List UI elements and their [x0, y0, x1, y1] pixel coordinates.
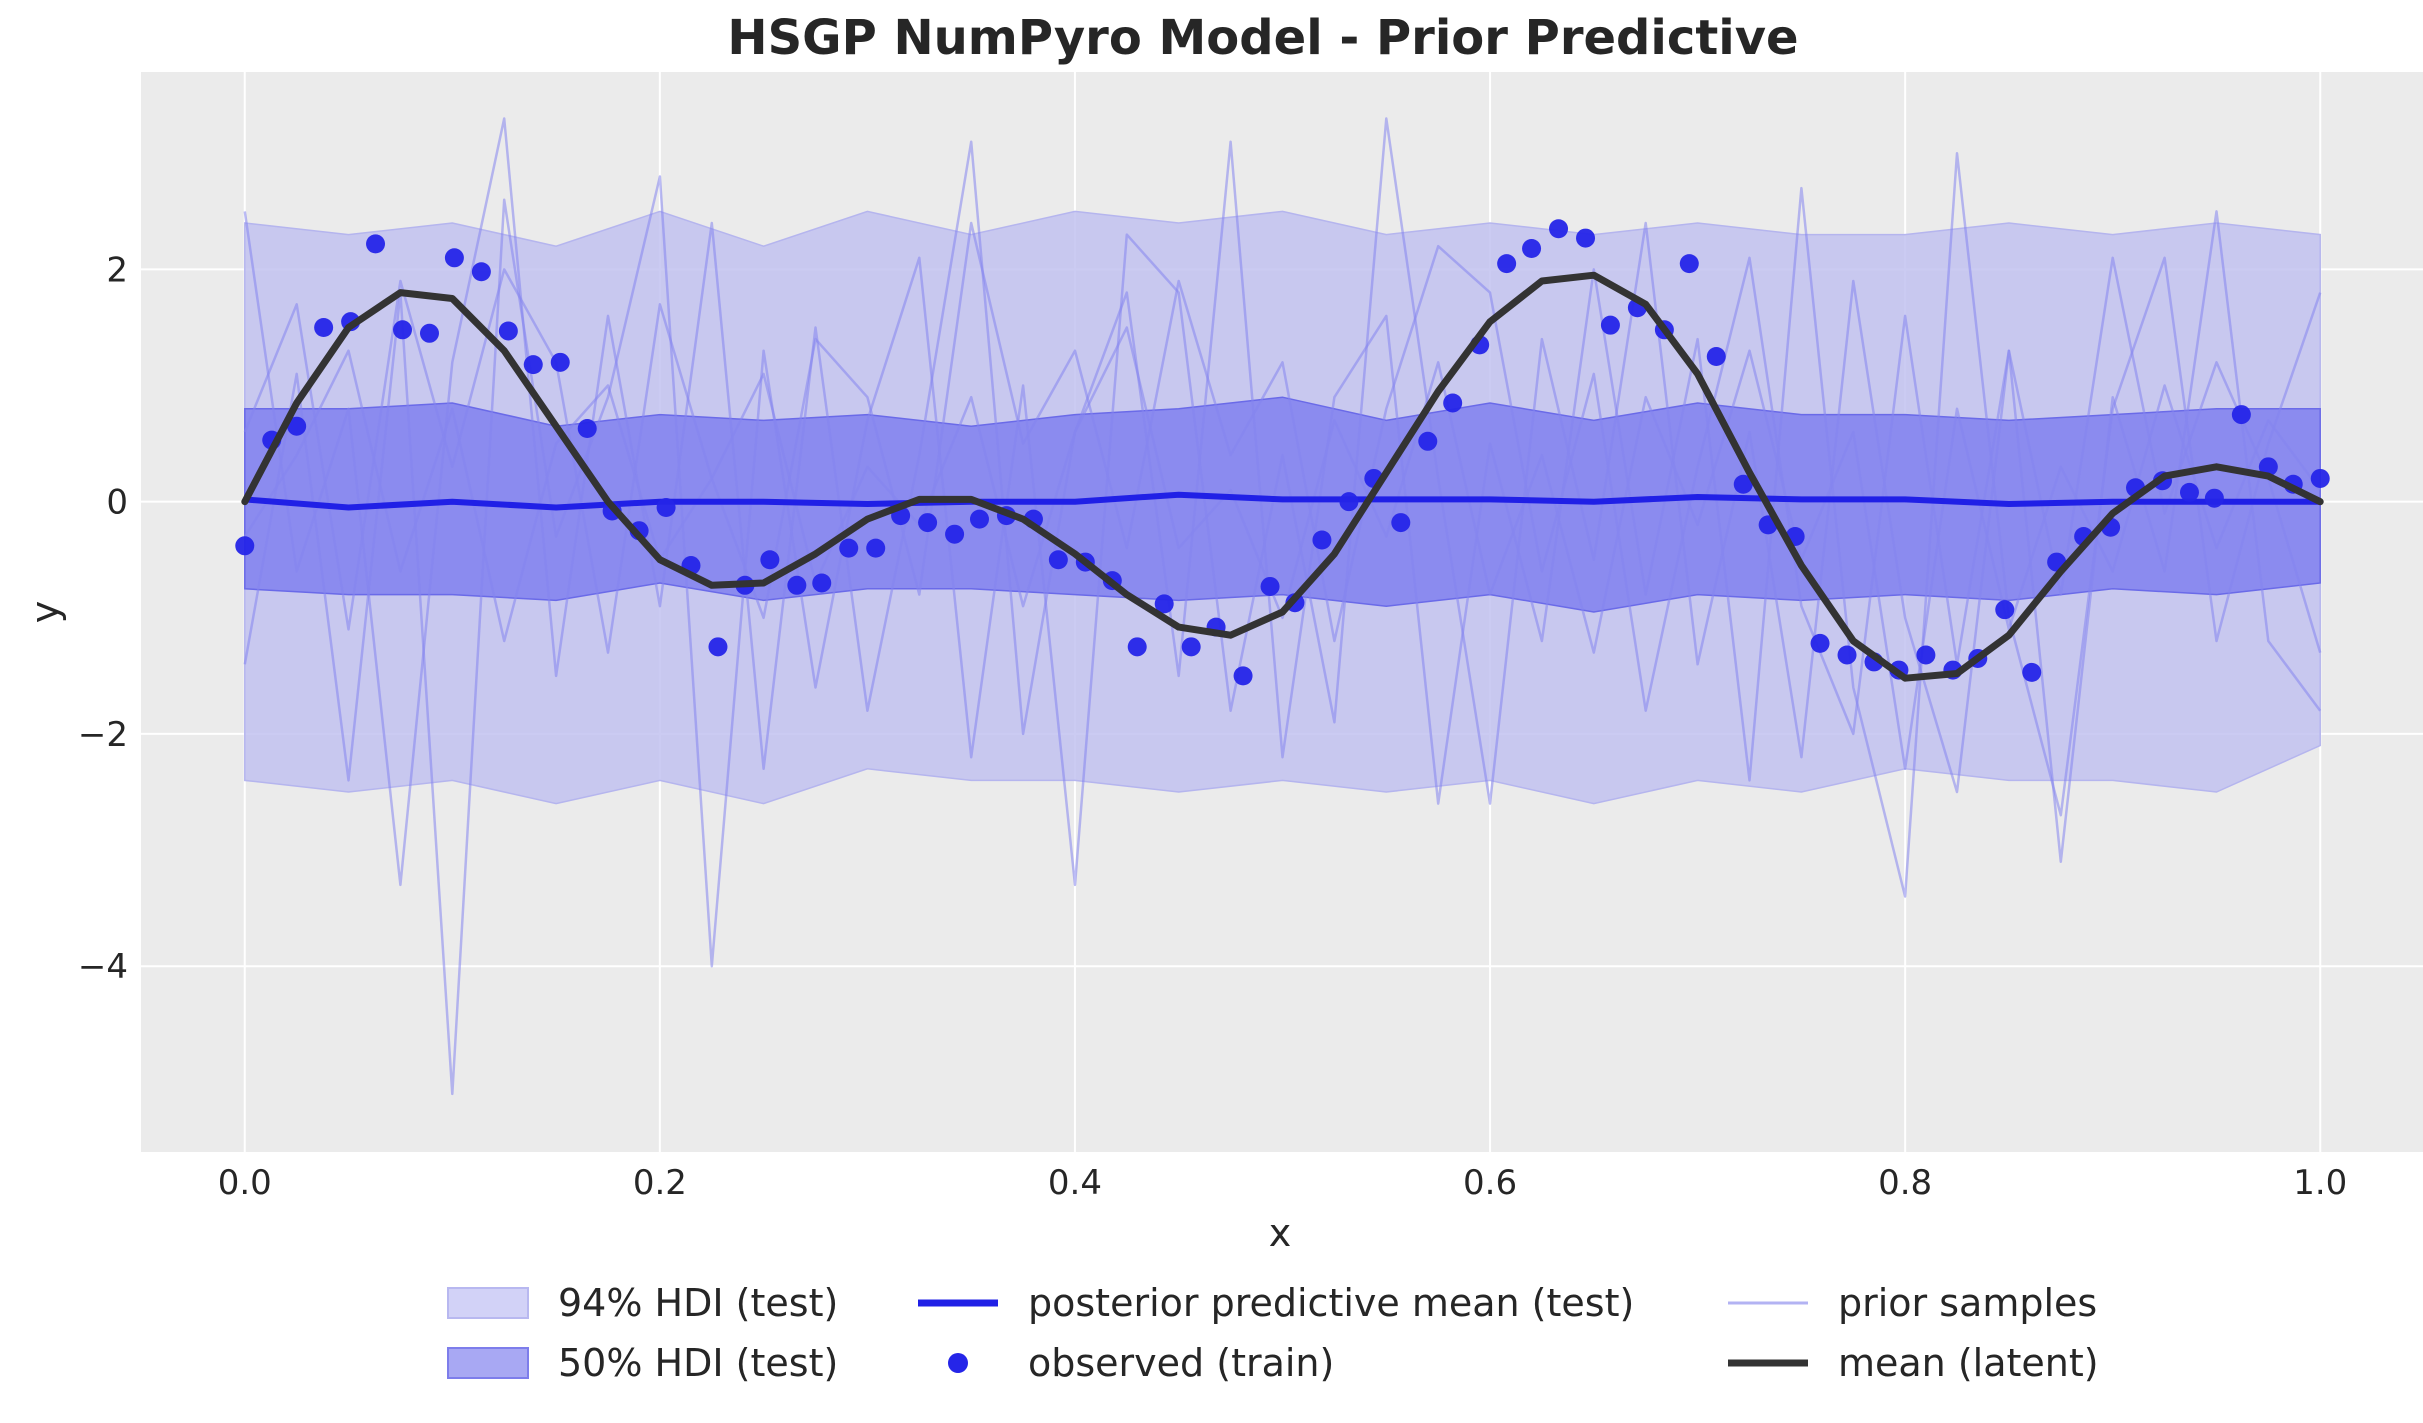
observed-point [1497, 254, 1517, 274]
observed-point [969, 509, 989, 529]
observed-point [314, 317, 334, 337]
observed-point [2231, 405, 2251, 425]
observed-point [866, 538, 886, 558]
latent-mean-line [241, 271, 2324, 682]
x-tick-label: 0.4 [1048, 1163, 1102, 1203]
observed-point [471, 262, 491, 282]
observed-point [1837, 645, 1857, 665]
observed-point [2310, 468, 2330, 488]
observed-point [656, 497, 676, 517]
observed-point [760, 550, 780, 570]
observed-point [1916, 645, 1936, 665]
observed-point [708, 637, 728, 657]
x-tick-label: 0.2 [633, 1163, 687, 1203]
prior-sample-line [243, 221, 2322, 736]
observed-point [366, 234, 386, 254]
observed-point [1679, 254, 1699, 274]
observed-point [1339, 492, 1359, 512]
observed-point [1312, 530, 1332, 550]
observed-point [1181, 637, 1201, 657]
observed-point [444, 248, 464, 268]
observed-point [2179, 482, 2199, 502]
y-tick-label: −4 [78, 947, 128, 987]
observed-point [1600, 315, 1620, 335]
observed-point [812, 573, 832, 593]
observed-point [2204, 488, 2224, 508]
x-axis-ticks: 0.0 0.2 0.4 0.6 0.8 1.0 [218, 1163, 2348, 1203]
y-axis-ticks: −4 −2 0 2 [78, 250, 128, 987]
observed-point [1418, 431, 1438, 451]
posterior-mean-line [244, 491, 2321, 511]
observed-point [787, 575, 807, 595]
legend-item: prior samples [1728, 1281, 2097, 1325]
observed-point [918, 513, 938, 533]
observed-point [1443, 393, 1463, 413]
observed-point [839, 538, 859, 558]
observed-point [2258, 457, 2278, 477]
x-tick-label: 0.8 [1878, 1163, 1932, 1203]
observed-point [1549, 219, 1569, 239]
observed-point [577, 419, 597, 439]
observed-point [235, 536, 255, 556]
observed-point [1233, 666, 1253, 686]
y-axis-label: y [23, 601, 67, 624]
prior-samples-layer [243, 117, 2322, 1096]
legend-item: posterior predictive mean (test) [918, 1281, 1634, 1325]
y-tick-label: 2 [106, 250, 128, 290]
observed-point [1995, 600, 2015, 620]
observed-point [1127, 637, 1147, 657]
observed-point [1154, 594, 1174, 614]
legend-swatch [948, 1353, 968, 1373]
x-tick-label: 0.0 [218, 1163, 272, 1203]
legend-label: mean (latent) [1838, 1341, 2099, 1385]
observed-point [550, 352, 570, 372]
legend-label: prior samples [1838, 1281, 2097, 1325]
observed-point [287, 416, 307, 436]
legend-label: posterior predictive mean (test) [1028, 1281, 1634, 1325]
legend-item: 50% HDI (test) [447, 1341, 838, 1385]
observed-point [498, 321, 518, 341]
posterior-mean-layer [244, 491, 2321, 511]
legend-label: observed (train) [1028, 1341, 1334, 1385]
y-tick-label: −2 [78, 715, 128, 755]
legend-swatch [447, 1287, 529, 1319]
prior-sample-line [243, 117, 2322, 1096]
observed-point [1260, 576, 1280, 596]
observed-point [945, 524, 965, 544]
observed-point [2022, 662, 2042, 682]
legend-label: 50% HDI (test) [558, 1341, 838, 1385]
observed-point [1522, 239, 1542, 259]
latent-mean-layer [241, 271, 2324, 682]
x-tick-label: 0.6 [1463, 1163, 1517, 1203]
observed-point [1576, 228, 1596, 248]
y-tick-label: 0 [106, 483, 128, 523]
prior-sample-line [243, 326, 2322, 771]
observed-point [1048, 550, 1068, 570]
legend: 94% HDI (test) 50% HDI (test) posterior pr… [447, 1281, 2099, 1385]
observed-point [393, 320, 413, 340]
legend-item: observed (train) [948, 1341, 1334, 1385]
x-axis-label: x [1269, 1211, 1292, 1255]
x-tick-label: 1.0 [2293, 1163, 2347, 1203]
legend-item: 94% HDI (test) [447, 1281, 838, 1325]
observed-point [1733, 474, 1753, 494]
observed-point [1810, 633, 1830, 653]
observed-point [523, 355, 543, 375]
chart-title: HSGP NumPyro Model - Prior Predictive [727, 10, 1798, 66]
legend-label: 94% HDI (test) [558, 1281, 838, 1325]
observed-point [419, 323, 439, 343]
legend-swatch [447, 1347, 529, 1379]
legend-item: mean (latent) [1728, 1341, 2099, 1385]
observed-point [1706, 347, 1726, 367]
observed-point [1391, 513, 1411, 533]
